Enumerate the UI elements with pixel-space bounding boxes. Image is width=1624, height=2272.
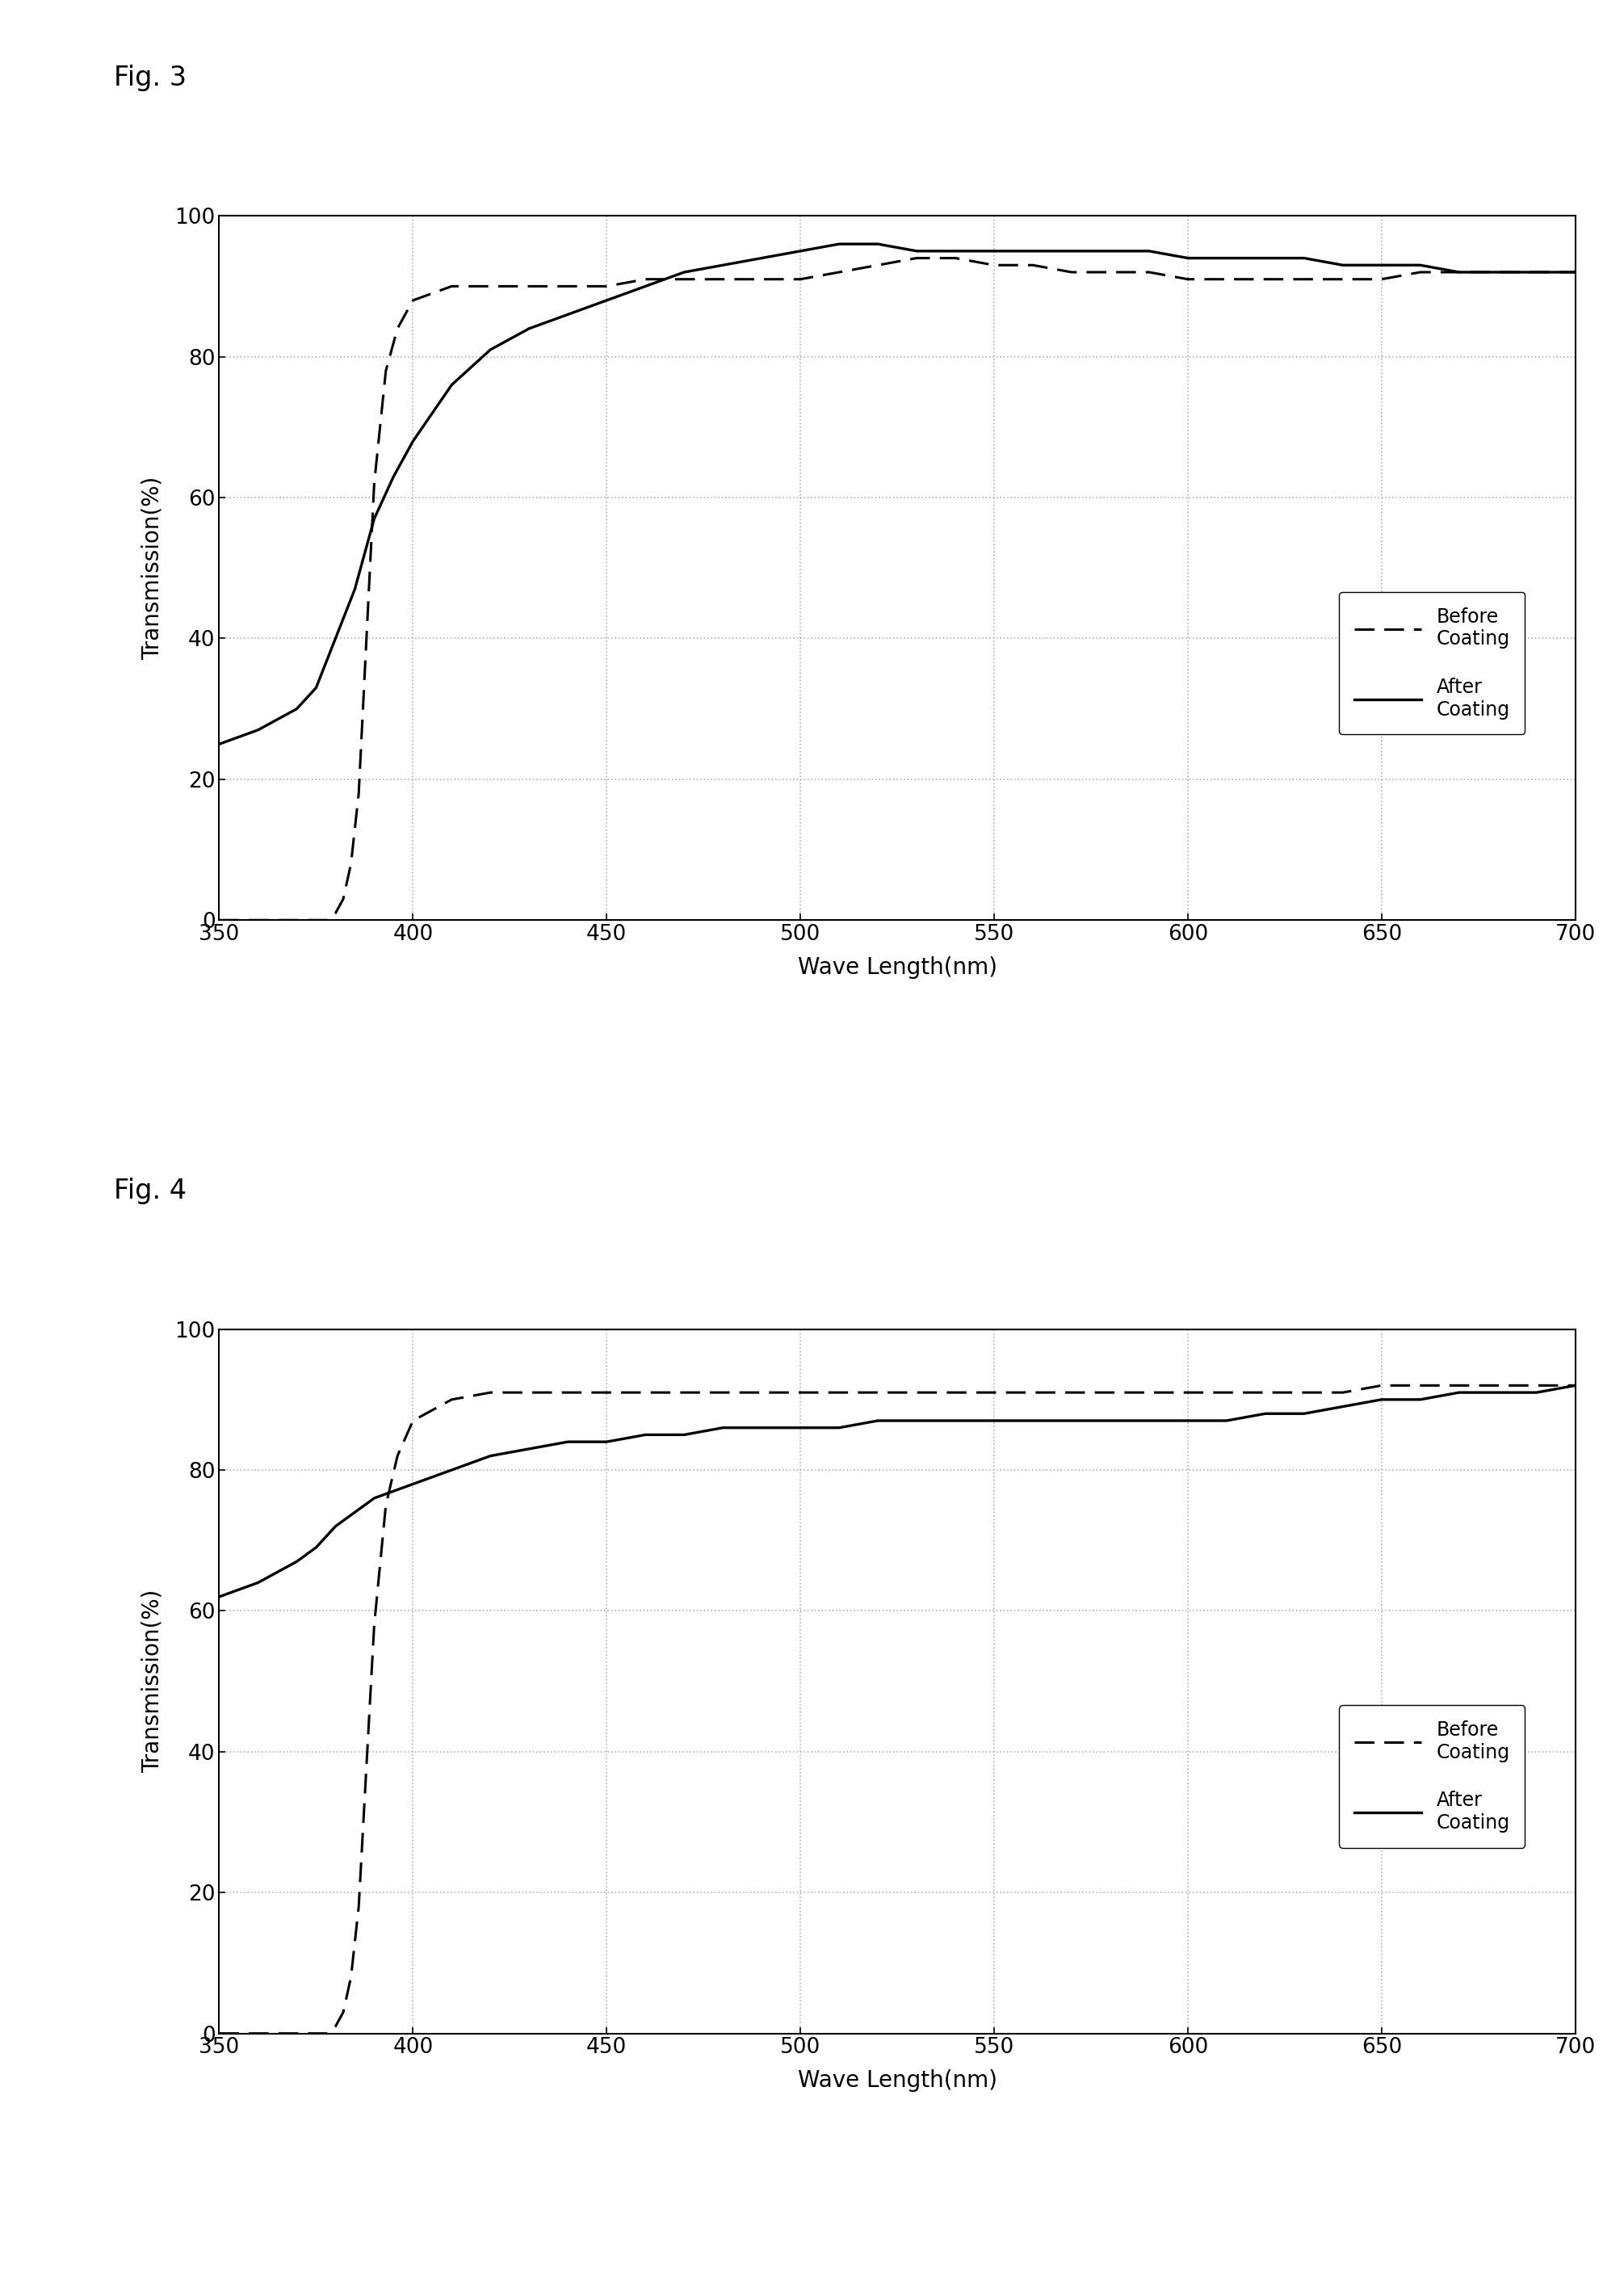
X-axis label: Wave Length(nm): Wave Length(nm) — [797, 957, 997, 979]
Text: Fig. 3: Fig. 3 — [114, 64, 187, 91]
Legend: Before
Coating, After
Coating: Before Coating, After Coating — [1338, 591, 1525, 734]
Legend: Before
Coating, After
Coating: Before Coating, After Coating — [1338, 1704, 1525, 1847]
Y-axis label: Transmission(%): Transmission(%) — [141, 477, 164, 659]
Y-axis label: Transmission(%): Transmission(%) — [141, 1590, 164, 1772]
X-axis label: Wave Length(nm): Wave Length(nm) — [797, 2070, 997, 2093]
Text: Fig. 4: Fig. 4 — [114, 1177, 187, 1204]
